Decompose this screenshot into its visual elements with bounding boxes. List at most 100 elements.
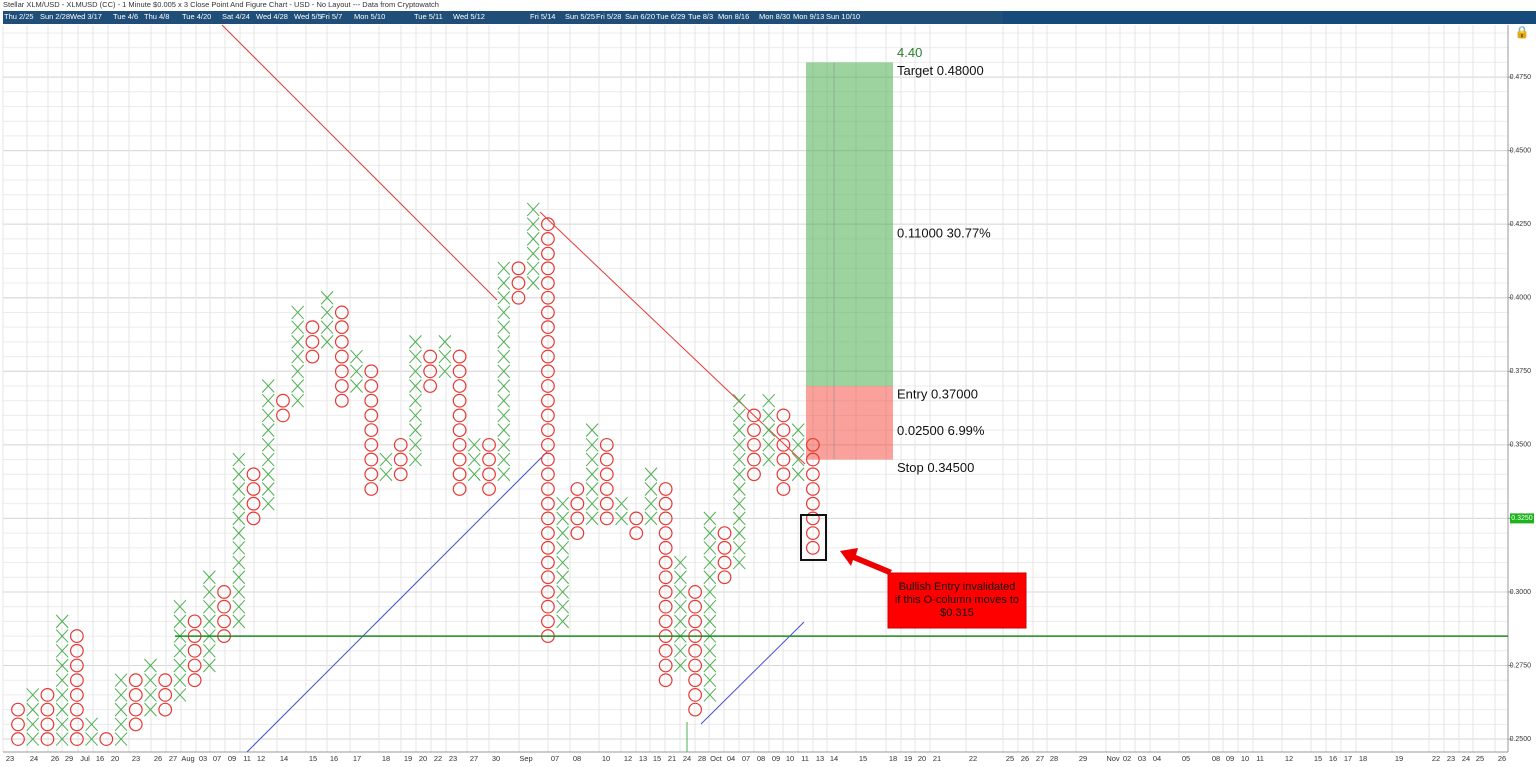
x-box	[232, 570, 246, 585]
x-column	[526, 202, 540, 290]
o-box	[747, 452, 761, 467]
o-box	[717, 555, 732, 570]
x-box	[585, 482, 599, 496]
x-tick-label: 02	[1123, 754, 1131, 763]
title-bar	[0, 0, 1536, 11]
x-column	[261, 379, 275, 511]
x-box	[409, 393, 422, 408]
lock-icon[interactable]: 🔒	[1515, 25, 1530, 39]
o-box	[688, 688, 703, 702]
o-box	[158, 688, 173, 702]
x-tick-label: 03	[1138, 754, 1146, 763]
o-column	[128, 673, 143, 732]
risk-label: 0.02500 6.99%	[897, 423, 985, 438]
x-box	[585, 467, 599, 482]
x-box	[762, 423, 776, 437]
o-column	[452, 349, 467, 496]
o-box	[364, 408, 379, 423]
position-tool: 4.40 Target 0.48000 0.11000 30.77% Entry 0.…	[806, 45, 991, 475]
x-box	[732, 511, 746, 526]
o-box	[187, 643, 202, 658]
x-box	[202, 658, 216, 673]
x-tick-label: 15	[859, 754, 867, 763]
o-box	[423, 349, 438, 364]
x-box	[467, 452, 481, 467]
o-box	[364, 452, 379, 467]
o-box	[805, 540, 820, 555]
x-box	[232, 526, 246, 540]
x-tick-label: 20	[111, 754, 119, 763]
grid	[2, 25, 1508, 752]
x-box	[232, 585, 246, 599]
x-box	[232, 599, 246, 614]
x-box	[55, 658, 69, 673]
session-label: Wed 3/17	[70, 12, 102, 21]
x-box	[232, 496, 246, 511]
x-tick-label: 26	[154, 754, 162, 763]
x-column	[173, 599, 187, 702]
o-box	[805, 511, 820, 526]
o-box	[364, 467, 379, 482]
x-box	[674, 658, 687, 673]
o-box	[452, 467, 467, 482]
x-box	[409, 335, 422, 349]
o-box	[217, 585, 231, 599]
o-column	[570, 482, 585, 541]
x-box	[556, 599, 570, 614]
x-box	[144, 688, 157, 702]
x-tick-label: 28	[698, 754, 706, 763]
x-box	[497, 408, 511, 423]
x-box	[526, 217, 540, 232]
x-box	[409, 408, 422, 423]
o-box	[805, 437, 820, 452]
x-box	[556, 614, 570, 629]
o-box	[99, 732, 114, 746]
x-box	[409, 452, 422, 467]
x-box	[202, 585, 216, 599]
x-box	[173, 643, 187, 658]
o-box	[305, 349, 320, 364]
x-box	[350, 379, 363, 393]
o-box	[658, 599, 673, 614]
session-label: Tue 4/6	[113, 12, 138, 21]
o-box	[217, 614, 231, 629]
o-box	[69, 702, 84, 717]
o-box	[217, 599, 231, 614]
x-tick-label: 09	[772, 754, 780, 763]
x-column	[615, 496, 628, 526]
x-box	[55, 673, 69, 688]
x-tick-label: 12	[257, 754, 265, 763]
o-box	[747, 408, 761, 423]
x-box	[703, 555, 717, 570]
o-box	[541, 379, 555, 393]
session-label: Wed 5/5	[294, 12, 322, 21]
o-box	[599, 482, 614, 496]
o-box	[747, 437, 761, 452]
o-box	[747, 467, 761, 482]
session-label: Thu 2/25	[4, 12, 34, 21]
o-box	[658, 540, 673, 555]
trend-line	[246, 451, 548, 753]
o-box	[69, 732, 84, 746]
o-box	[128, 673, 143, 688]
x-box	[350, 364, 363, 379]
x-box	[762, 438, 776, 452]
x-tick-label: 27	[169, 754, 177, 763]
o-box	[452, 379, 467, 393]
x-box	[26, 702, 40, 717]
x-box	[732, 482, 746, 496]
x-box	[232, 452, 246, 467]
o-box	[187, 673, 202, 688]
x-box	[526, 202, 540, 217]
session-label: Tue 4/20	[182, 12, 211, 21]
o-column	[305, 320, 320, 364]
x-box	[55, 717, 69, 732]
o-box	[541, 423, 555, 438]
x-box	[320, 320, 334, 334]
session-bar	[3, 11, 1003, 24]
o-column	[364, 364, 379, 496]
x-box	[55, 688, 69, 702]
o-box	[570, 496, 585, 511]
x-column	[26, 688, 40, 746]
o-box	[541, 290, 555, 305]
